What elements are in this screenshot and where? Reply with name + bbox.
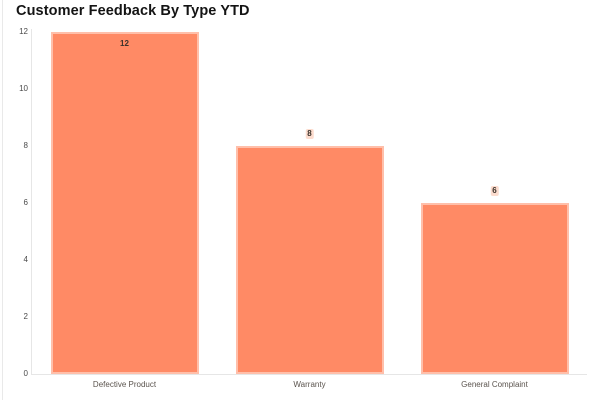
window-edge	[2, 0, 3, 400]
y-tick-label: 8	[23, 141, 28, 150]
x-axis-label: General Complaint	[461, 380, 528, 389]
x-axis-label: Warranty	[293, 380, 326, 389]
chart-title: Customer Feedback By Type YTD	[16, 3, 250, 19]
bar-warranty[interactable]	[235, 146, 384, 374]
y-tick-label: 12	[19, 27, 28, 36]
y-tick-label: 4	[23, 255, 28, 264]
y-tick-label: 6	[23, 198, 28, 207]
y-tick-label: 10	[19, 84, 28, 93]
value-label: 12	[120, 39, 129, 48]
x-axis-line	[31, 374, 587, 375]
value-label: 6	[490, 186, 499, 196]
bar-general-complaint[interactable]	[420, 203, 569, 374]
x-axis-label: Defective Product	[92, 380, 157, 389]
bar-defective-product[interactable]	[50, 32, 199, 374]
y-tick-label: 0	[23, 369, 28, 378]
y-axis-line	[31, 29, 32, 374]
value-label: 8	[305, 129, 314, 139]
y-tick-label: 2	[23, 312, 28, 321]
